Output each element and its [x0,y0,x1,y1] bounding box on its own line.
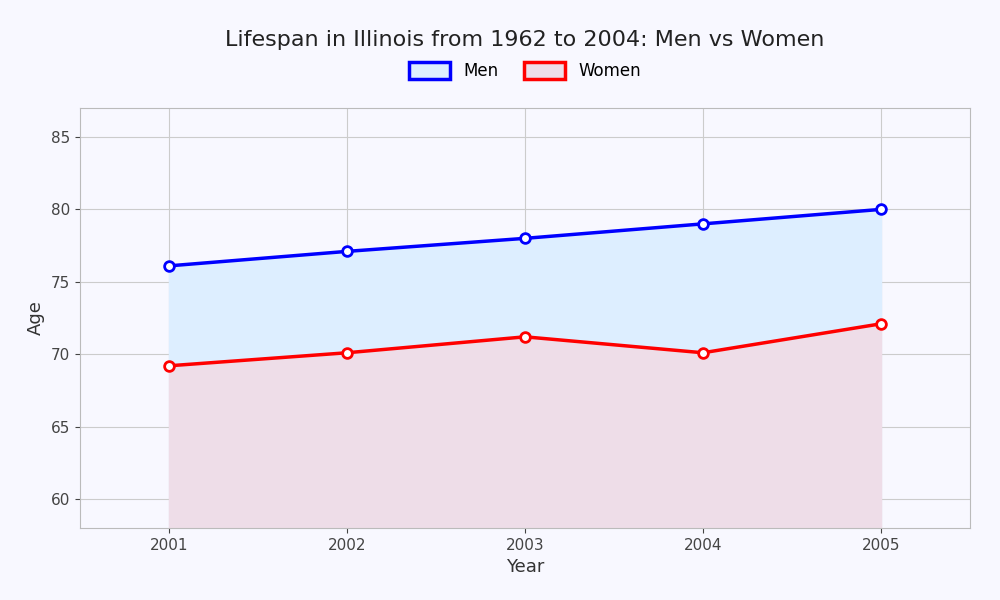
Legend: Men, Women: Men, Women [409,62,641,80]
Y-axis label: Age: Age [27,301,45,335]
X-axis label: Year: Year [506,558,544,576]
Title: Lifespan in Illinois from 1962 to 2004: Men vs Women: Lifespan in Illinois from 1962 to 2004: … [225,29,825,49]
